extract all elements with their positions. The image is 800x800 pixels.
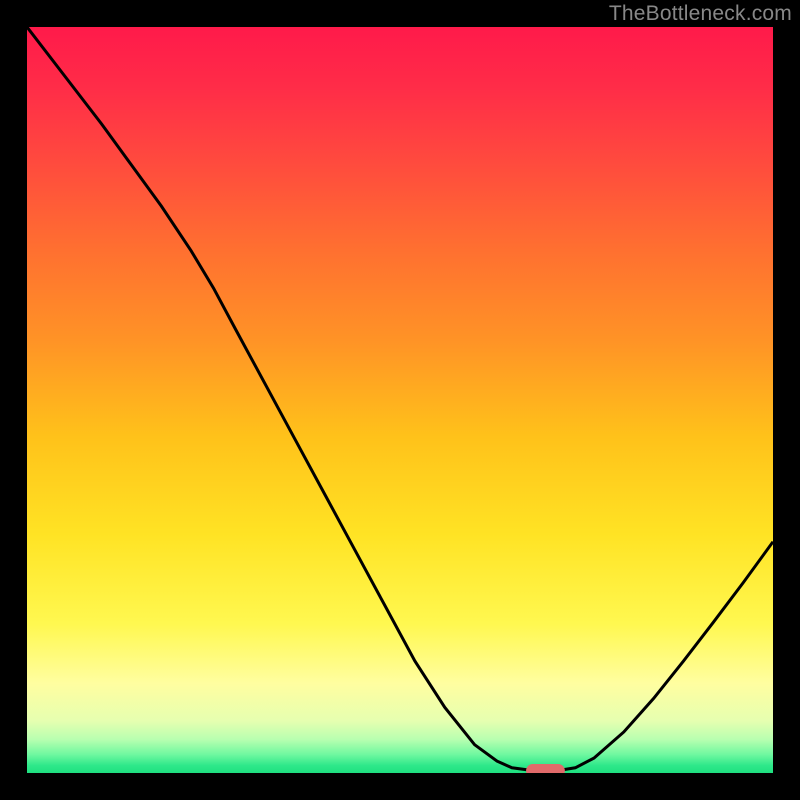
bottleneck-curve <box>27 27 773 773</box>
plot-area <box>27 27 773 773</box>
curve-path <box>27 27 773 771</box>
watermark-text: TheBottleneck.com <box>609 2 792 26</box>
chart-frame: TheBottleneck.com <box>0 0 800 800</box>
optimum-marker <box>526 764 565 773</box>
